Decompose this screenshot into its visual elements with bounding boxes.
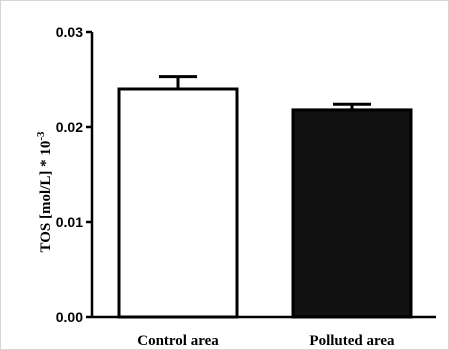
chart-axes: Control area Polluted area 0.00 0.01 0.02 0.0… — [56, 24, 436, 349]
x-tick-label: Polluted area — [309, 333, 395, 349]
y-axis-label-exponent: -3 — [35, 131, 47, 141]
y-tick-label: 0.00 — [56, 309, 83, 325]
y-axis-label: TOS [mol/L] * 10-3 — [35, 131, 54, 252]
bar-polluted-area — [291, 108, 413, 319]
x-tick-label: Control area — [137, 333, 219, 349]
y-axis-label-text: TOS [mol/L] * 10 — [38, 141, 54, 253]
chart-marks — [117, 75, 413, 319]
y-tick-label: 0.01 — [56, 214, 83, 230]
y-tick-label: 0.02 — [56, 119, 83, 135]
bar-control-area — [117, 87, 239, 319]
y-tick-label: 0.03 — [56, 24, 83, 40]
